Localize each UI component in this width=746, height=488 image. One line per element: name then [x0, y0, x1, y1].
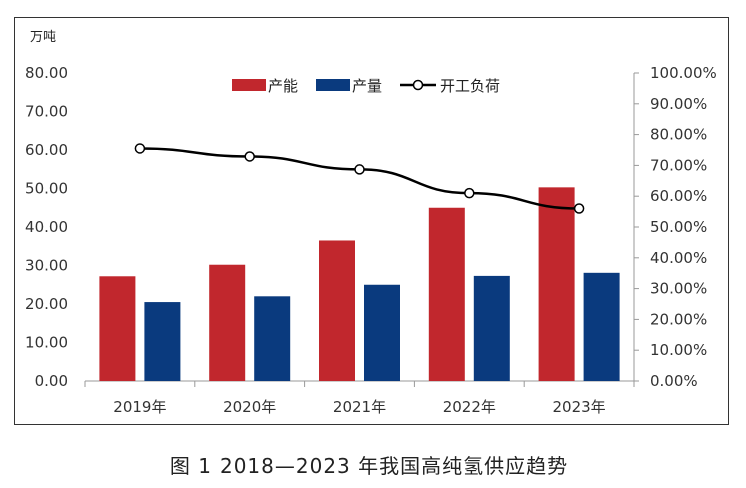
bar-capacity-4: [538, 187, 575, 381]
line-point-2: [354, 164, 365, 175]
y-left-tick-label: 70.00: [25, 103, 68, 121]
legend-swatch-1: [316, 79, 350, 91]
x-tick-label: 2019年: [113, 398, 166, 416]
y-right-tick-label: 80.00%: [650, 126, 707, 144]
y-right-tick-label: 30.00%: [650, 280, 707, 298]
y-left-tick-label: 0.00: [35, 372, 68, 390]
y-left-tick-label: 50.00: [25, 180, 68, 198]
legend-line-marker: [412, 79, 424, 91]
bar-output-0: [144, 302, 181, 381]
line-point-1: [244, 151, 255, 162]
line-point-3: [464, 187, 475, 199]
caption-figure-number: 图 1: [169, 454, 212, 478]
bar-capacity-3: [428, 207, 465, 381]
bar-capacity-2: [319, 240, 355, 381]
y-right-tick-label: 90.00%: [650, 95, 707, 113]
y-right-tick-label: 60.00%: [650, 187, 707, 205]
y-left-unit-label: 万吨: [30, 30, 56, 45]
x-tick-label: 2023年: [553, 398, 606, 416]
legend-label: 开工负荷: [440, 77, 500, 95]
line-point-4: [573, 203, 585, 214]
caption-title: 2018—2023 年我国高纯氢供应趋势: [219, 454, 569, 478]
y-left-tick-label: 20.00: [25, 295, 68, 313]
line-utilization: [139, 147, 580, 210]
y-right-tick-label: 70.00%: [650, 156, 707, 174]
y-right-tick-label: 0.00%: [650, 372, 698, 390]
line-point-0: [134, 143, 146, 154]
y-left-tick-label: 80.00: [25, 64, 68, 82]
legend-label: 产量: [352, 77, 382, 95]
bar-output-3: [473, 275, 510, 381]
legend-label: 产能: [268, 77, 298, 95]
y-right-tick-label: 10.00%: [650, 341, 707, 359]
y-right-tick-label: 100.00%: [650, 64, 717, 82]
bar-output-2: [364, 284, 400, 381]
y-right-tick-label: 20.00%: [650, 310, 707, 328]
y-left-tick-label: 60.00: [25, 141, 68, 159]
figure-caption: 图 1 2018—2023 年我国高纯氢供应趋势: [0, 450, 746, 479]
legend-swatch-0: [232, 79, 266, 91]
y-left-tick-label: 40.00: [25, 218, 68, 236]
y-right-tick-label: 40.00%: [650, 249, 707, 267]
bar-capacity-0: [99, 276, 136, 381]
x-tick-label: 2022年: [443, 398, 496, 416]
y-right-tick-label: 50.00%: [650, 218, 707, 236]
x-tick-label: 2021年: [333, 398, 386, 416]
x-tick-label: 2020年: [223, 398, 276, 416]
y-left-tick-label: 30.00: [25, 257, 68, 275]
bar-capacity-1: [209, 264, 246, 381]
bar-output-1: [254, 296, 291, 381]
y-left-tick-label: 10.00: [25, 334, 68, 352]
bar-output-4: [583, 272, 620, 381]
